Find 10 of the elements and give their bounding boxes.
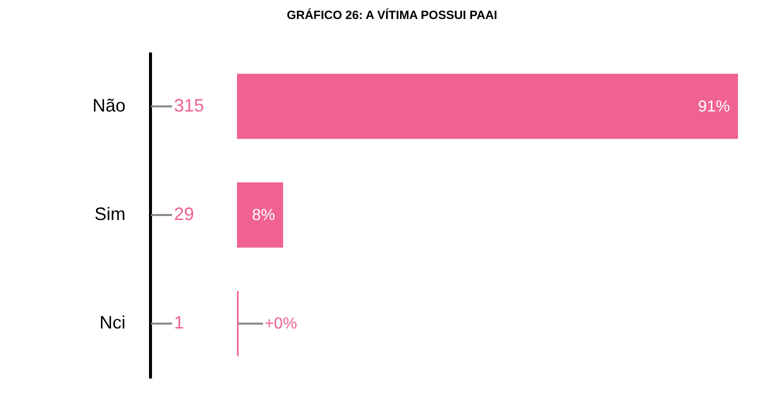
y-tick-label: Nci — [100, 312, 126, 333]
annotation: 8% — [252, 207, 276, 224]
chart-title: GRÁFICO 26: A VÍTIMA POSSUI PAAI — [286, 8, 498, 22]
y-tick-label: Não — [92, 95, 126, 116]
data-label: 1 — [174, 312, 184, 333]
annotation: +0% — [264, 316, 298, 333]
data-label: 29 — [174, 204, 194, 224]
data-label: 315 — [174, 95, 204, 116]
annotation: 91% — [698, 98, 730, 116]
y-tick-label: Sim — [94, 204, 126, 224]
